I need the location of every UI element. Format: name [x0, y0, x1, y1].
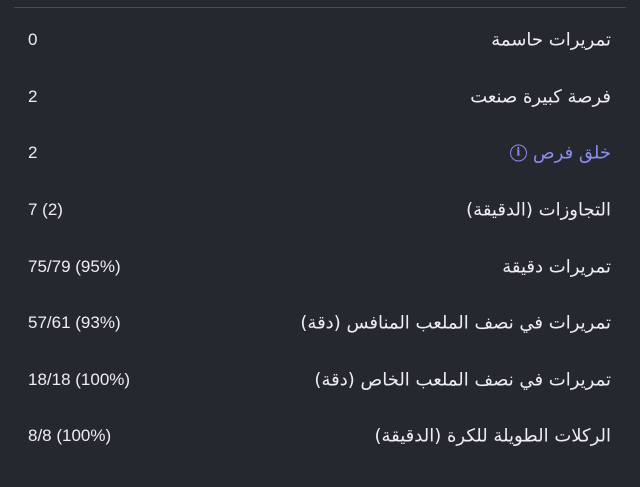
stat-label: الركلات الطويلة للكرة (الدقيقة): [374, 425, 611, 447]
stat-value: 75/79 (95%): [28, 256, 121, 276]
stat-label: تمريرات حاسمة: [491, 29, 611, 51]
stat-value: 18/18 (100%): [28, 369, 131, 389]
stat-label: فرصة كبيرة صنعت: [470, 86, 611, 108]
info-circle-icon[interactable]: i: [509, 144, 527, 162]
stat-label: تمريرات دقيقة: [502, 256, 611, 278]
stat-row-long-balls: الركلات الطويلة للكرة (الدقيقة) 8/8 (100…: [0, 408, 640, 465]
stat-label: خلق فرص: [532, 142, 611, 164]
stat-label: تمريرات في نصف الملعب المنافس (دقة): [300, 312, 611, 334]
stat-row-big-chances-created: فرصة كبيرة صنعت 2: [0, 69, 640, 126]
stat-value: 0: [28, 30, 38, 50]
stat-value: 7 (2): [28, 200, 63, 220]
stat-value: 2: [28, 143, 38, 163]
stats-list: تمريرات حاسمة 0 فرصة كبيرة صنعت 2 خلق فر…: [0, 12, 640, 465]
stat-value: 57/61 (93%): [28, 313, 121, 333]
section-divider: [14, 7, 626, 8]
stat-label: تمريرات في نصف الملعب الخاص (دقة): [314, 369, 611, 391]
stat-row-dribbles: التجاوزات (الدقيقة) 7 (2): [0, 182, 640, 239]
stat-value: 8/8 (100%): [28, 426, 112, 446]
stat-label-link[interactable]: خلق فرص i: [509, 142, 611, 164]
stat-row-accurate-passes: تمريرات دقيقة 75/79 (95%): [0, 238, 640, 295]
stat-row-own-half-passes: تمريرات في نصف الملعب الخاص (دقة) 18/18 …: [0, 352, 640, 409]
stat-row-opposition-half-passes: تمريرات في نصف الملعب المنافس (دقة) 57/6…: [0, 295, 640, 352]
stat-row-chances-created[interactable]: خلق فرص i 2: [0, 125, 640, 182]
stat-row-key-passes: تمريرات حاسمة 0: [0, 12, 640, 69]
stat-value: 2: [28, 86, 38, 106]
stat-label: التجاوزات (الدقيقة): [466, 199, 611, 221]
